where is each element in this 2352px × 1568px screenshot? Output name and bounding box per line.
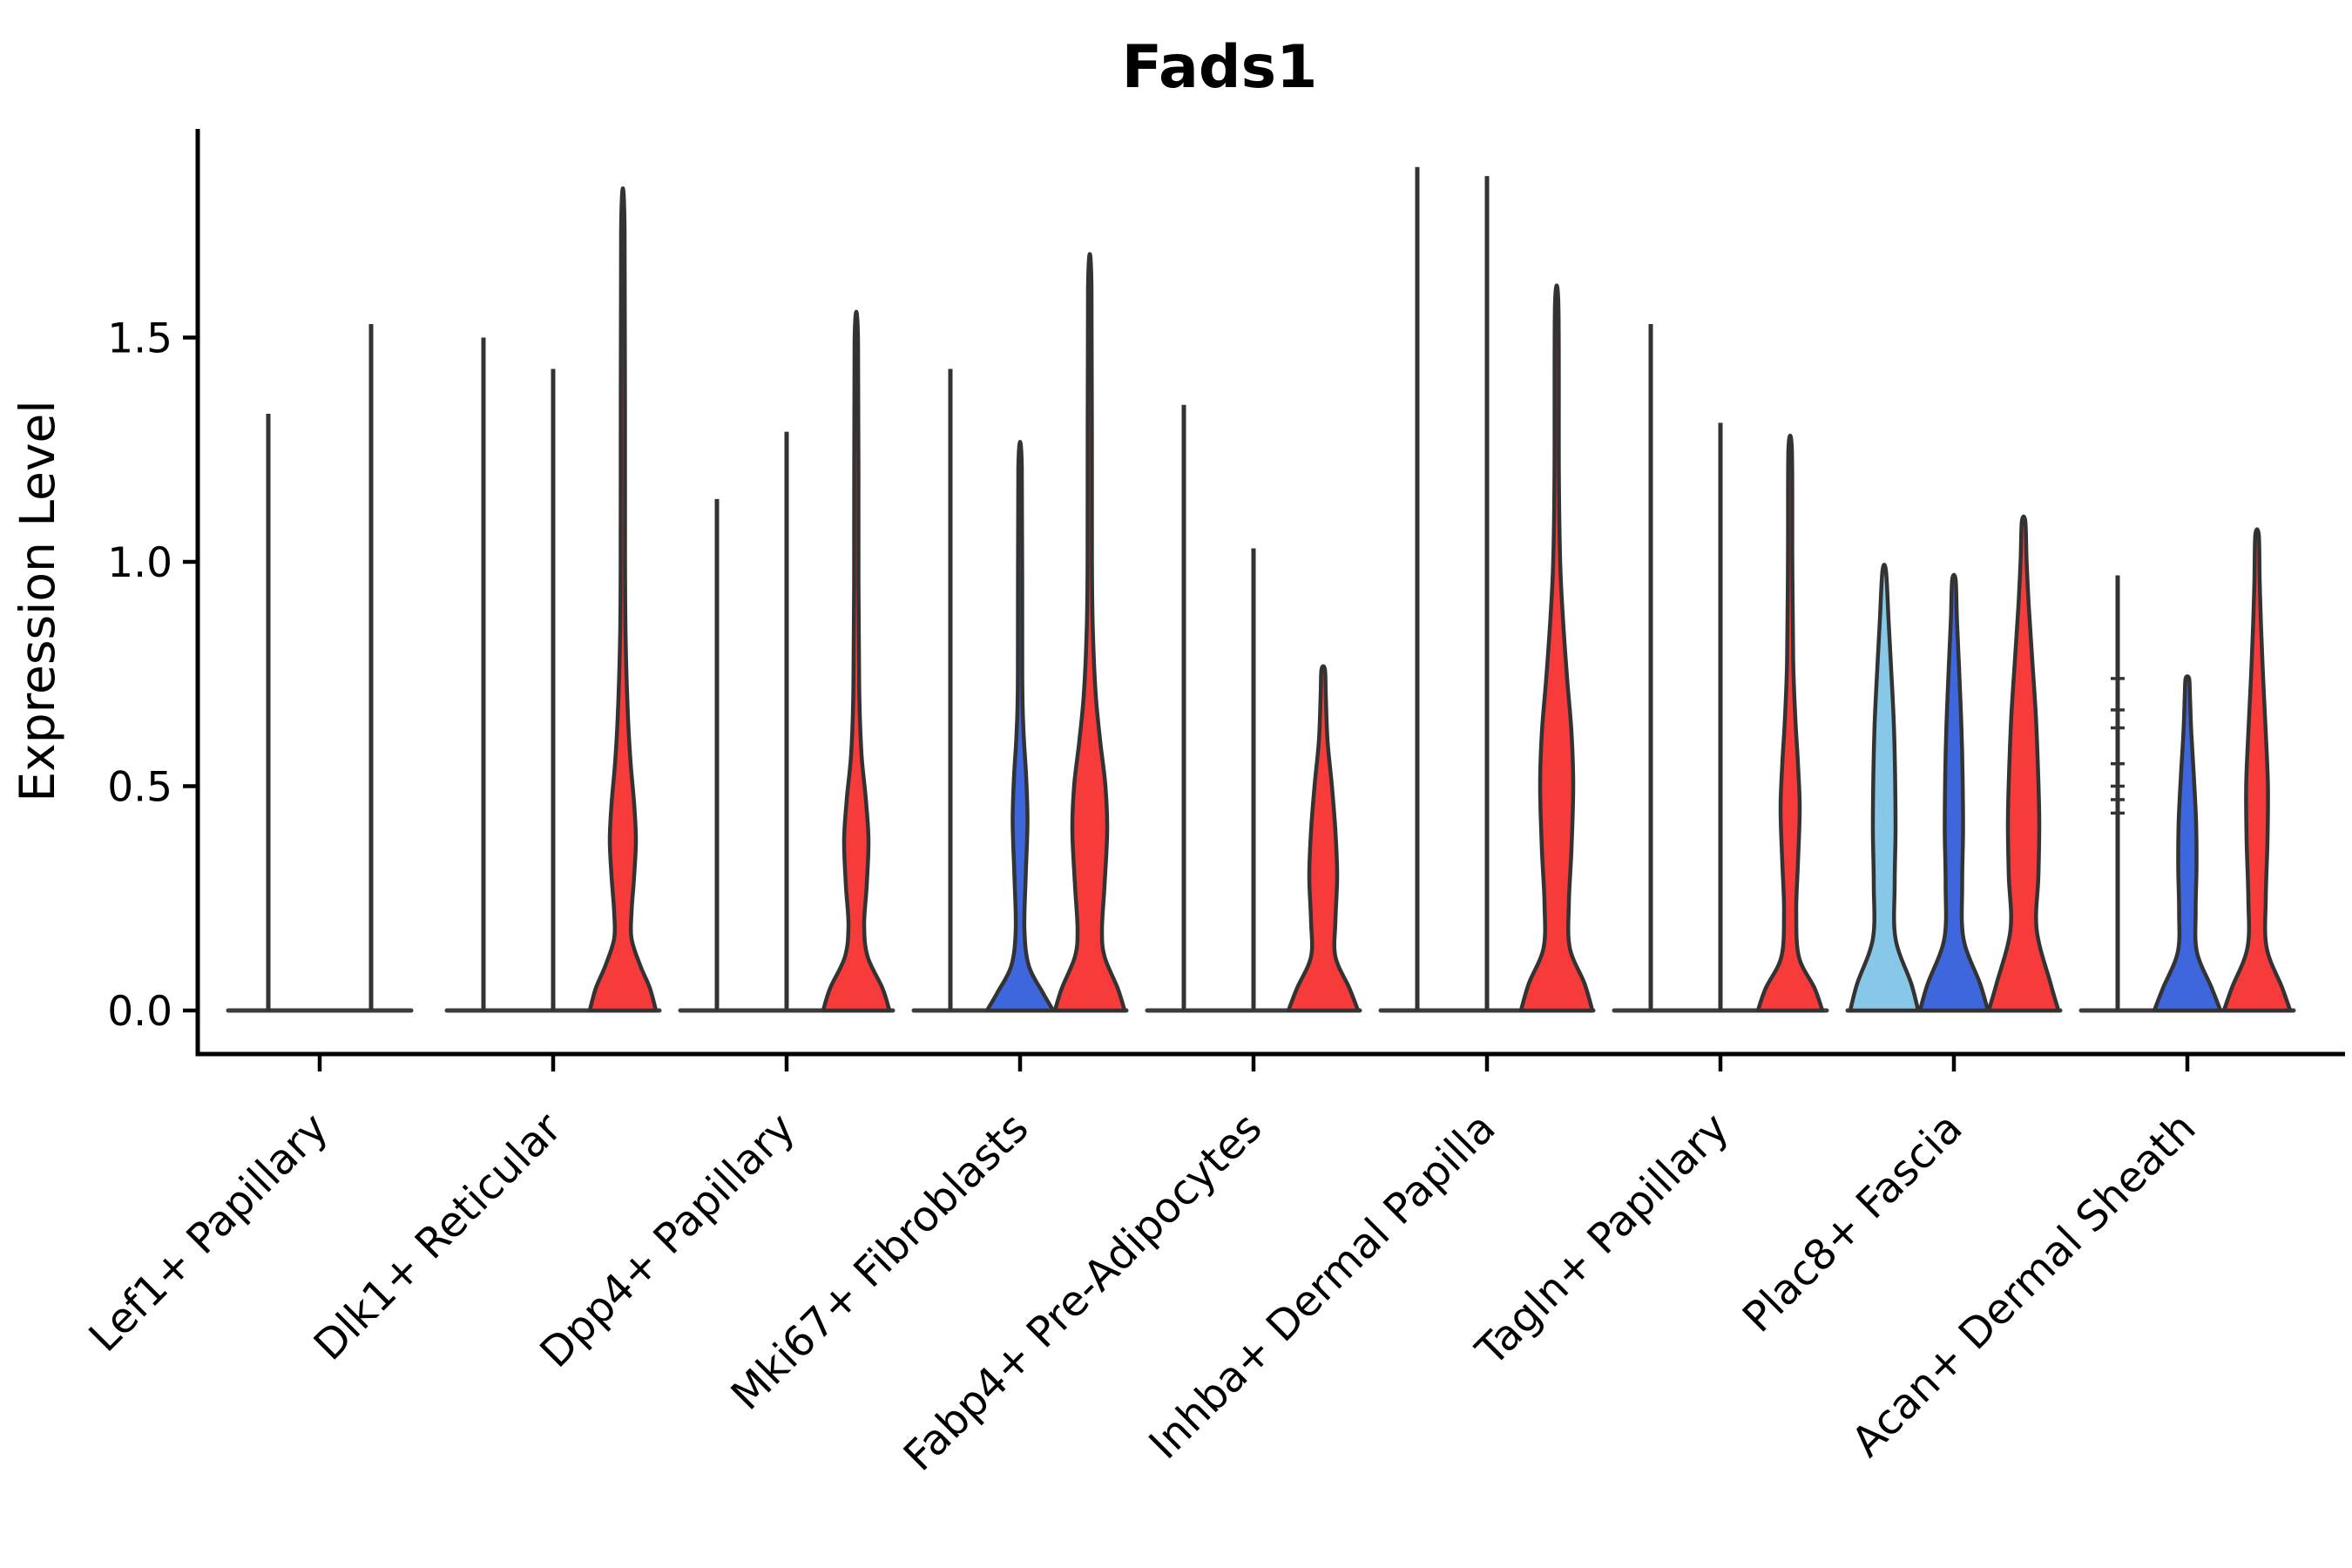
violin-red <box>1052 252 1127 1013</box>
violin-blue <box>984 440 1056 1013</box>
violin-blue <box>2152 674 2223 1013</box>
violin-blue <box>1917 572 1990 1013</box>
violin-skyblue <box>1848 563 1921 1013</box>
violin-red <box>1986 514 2061 1013</box>
violin-red <box>1518 283 1595 1013</box>
violin-red <box>1286 664 1361 1013</box>
x-tick-label: Tagln+ Papillary <box>1466 1104 1738 1375</box>
violin-red <box>587 186 659 1013</box>
y-tick-label: 0.0 <box>107 988 172 1036</box>
violin-red <box>821 309 892 1013</box>
y-axis-label: Expression Level <box>10 400 65 801</box>
x-tick-label: Dlk1+ Reticular <box>305 1104 571 1370</box>
violin-red <box>1755 433 1825 1013</box>
violins-layer <box>266 166 2293 1013</box>
y-tick-label: 1.5 <box>107 315 172 363</box>
plot-title: Fads1 <box>1122 33 1318 102</box>
x-tick-label: Plac8+ Fascia <box>1734 1104 1972 1342</box>
y-tick-label: 1.0 <box>107 539 172 587</box>
y-ticks: 0.0 0.5 1.0 1.5 <box>107 315 198 1036</box>
y-tick-label: 0.5 <box>107 764 172 812</box>
x-tick-label: Lef1+ Papillary <box>80 1104 338 1362</box>
x-tick-label: Dpp4+ Papillary <box>531 1104 804 1377</box>
violin-red <box>2221 527 2293 1013</box>
